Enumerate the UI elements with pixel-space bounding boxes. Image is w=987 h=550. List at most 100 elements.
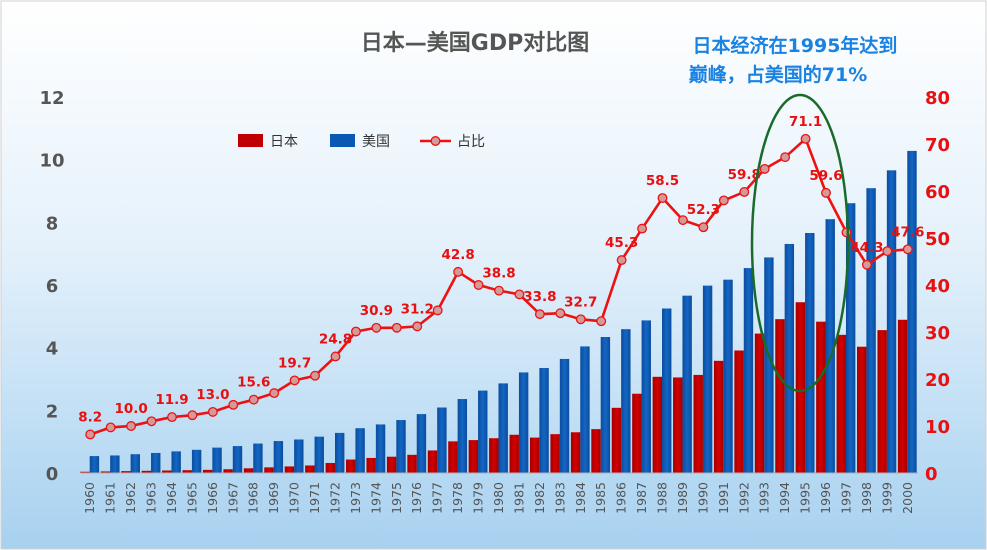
japan-gdp-bar xyxy=(754,333,765,473)
us-gdp-bar xyxy=(600,337,611,473)
share-ratio-point xyxy=(310,370,320,381)
share-data-label: 42.8 xyxy=(441,247,474,263)
share-data-label: 15.6 xyxy=(237,375,270,391)
right-axis-tick-label: 80 xyxy=(925,88,950,109)
x-axis-tick-label: 1976 xyxy=(409,482,424,514)
x-axis-tick-label: 1978 xyxy=(450,482,465,514)
japan-gdp-bar xyxy=(570,432,581,473)
us-gdp-bar xyxy=(907,150,917,474)
x-axis-tick-label: 1975 xyxy=(389,482,404,514)
chart-title: 日本—美国GDP对比图 xyxy=(361,30,589,56)
japan-gdp-bar xyxy=(223,469,233,473)
us-gdp-bar xyxy=(355,428,365,473)
x-axis-tick-label: 1986 xyxy=(614,482,629,514)
japan-gdp-bar xyxy=(877,330,887,473)
share-ratio-point xyxy=(494,285,504,296)
x-axis-tick-label: 1968 xyxy=(246,482,261,514)
x-axis-tick-label: 1964 xyxy=(164,482,179,514)
x-axis-tick-label: 1981 xyxy=(511,482,526,514)
x-axis-tick-label: 1961 xyxy=(103,482,118,514)
right-axis-tick-label: 30 xyxy=(925,323,950,344)
share-ratio-point xyxy=(473,280,484,290)
x-axis-tick-label: 1984 xyxy=(573,482,588,514)
right-axis-tick-label: 10 xyxy=(925,417,950,438)
share-data-label: 32.7 xyxy=(564,294,597,310)
japan-gdp-bar xyxy=(366,457,376,473)
share-ratio-point xyxy=(718,195,729,206)
us-gdp-bar xyxy=(518,372,529,473)
legend-japan-label: 日本 xyxy=(270,134,298,150)
us-gdp-bar xyxy=(191,449,202,473)
left-axis-tick-label: 2 xyxy=(46,401,59,422)
us-gdp-bar xyxy=(478,390,488,473)
share-ratio-point xyxy=(657,193,668,204)
share-data-label: 45.3 xyxy=(605,235,638,251)
x-axis-tick-label: 1990 xyxy=(695,482,710,514)
share-ratio-point xyxy=(739,186,750,197)
japan-gdp-bar xyxy=(693,374,703,473)
japan-gdp-bar xyxy=(386,456,397,473)
share-ratio-point xyxy=(371,322,382,333)
share-data-label: 59.8 xyxy=(728,167,761,183)
share-ratio-point xyxy=(391,322,402,333)
us-gdp-bar xyxy=(375,424,386,473)
japan-gdp-bar xyxy=(897,319,908,473)
right-axis-tick-label: 50 xyxy=(925,229,950,250)
x-axis-tick-label: 2000 xyxy=(900,482,915,514)
us-gdp-bar xyxy=(457,399,468,473)
share-ratio-point xyxy=(678,215,688,226)
japan-gdp-bar xyxy=(652,376,663,473)
right-axis-tick-label: 70 xyxy=(925,135,950,156)
japan-gdp-bar xyxy=(264,467,274,473)
x-axis-tick-label: 1967 xyxy=(225,482,240,514)
us-gdp-bar xyxy=(334,432,345,473)
us-gdp-bar xyxy=(294,439,304,473)
us-gdp-bar xyxy=(805,232,815,473)
share-data-label: 52.3 xyxy=(687,202,720,218)
share-data-label: 10.0 xyxy=(114,401,147,417)
share-data-label: 44.3 xyxy=(850,240,883,256)
right-axis-tick-label: 0 xyxy=(925,464,938,485)
us-gdp-bar xyxy=(743,268,754,473)
share-data-label: 13.0 xyxy=(196,387,229,403)
share-ratio-point xyxy=(187,410,198,421)
us-gdp-bar xyxy=(498,383,508,473)
us-gdp-bar xyxy=(702,285,713,473)
japan-gdp-bar xyxy=(816,321,826,473)
japan-gdp-bar xyxy=(305,465,315,473)
share-ratio-point xyxy=(780,152,791,163)
x-axis-tick-label: 1971 xyxy=(307,482,322,514)
x-axis-tick-label: 1960 xyxy=(82,482,97,514)
left-axis-tick-label: 4 xyxy=(46,339,59,360)
japan-gdp-bar xyxy=(141,470,152,473)
japan-gdp-bar xyxy=(734,350,744,473)
legend-share-label: 占比 xyxy=(457,134,485,150)
x-axis-tick-label: 1989 xyxy=(675,482,690,514)
us-gdp-bar xyxy=(232,446,243,473)
share-ratio-point xyxy=(821,187,831,198)
us-gdp-bar xyxy=(886,170,897,473)
share-ratio-point xyxy=(432,305,443,316)
right-axis-tick-label: 60 xyxy=(925,182,950,203)
share-ratio-point xyxy=(534,309,545,320)
x-axis-tick-label: 1985 xyxy=(593,482,608,514)
share-ratio-point xyxy=(698,222,709,233)
japan-gdp-bar xyxy=(427,450,438,473)
share-ratio-point xyxy=(882,246,893,257)
share-ratio-point xyxy=(248,394,259,405)
left-axis-tick-label: 12 xyxy=(39,88,64,109)
share-ratio-point xyxy=(453,266,464,277)
us-gdp-bar xyxy=(253,443,263,473)
share-ratio-point xyxy=(514,289,525,300)
us-gdp-bar xyxy=(764,257,774,473)
us-gdp-bar xyxy=(539,368,549,473)
share-ratio-point xyxy=(861,259,872,270)
share-ratio-point xyxy=(167,412,177,423)
legend-us-label: 美国 xyxy=(362,134,390,150)
left-axis-tick-label: 8 xyxy=(46,213,59,234)
us-gdp-bar xyxy=(682,295,692,473)
japan-gdp-bar xyxy=(448,441,458,473)
x-axis-tick-label: 1991 xyxy=(716,482,731,514)
us-gdp-bar xyxy=(130,454,140,473)
us-gdp-bar xyxy=(171,451,181,473)
